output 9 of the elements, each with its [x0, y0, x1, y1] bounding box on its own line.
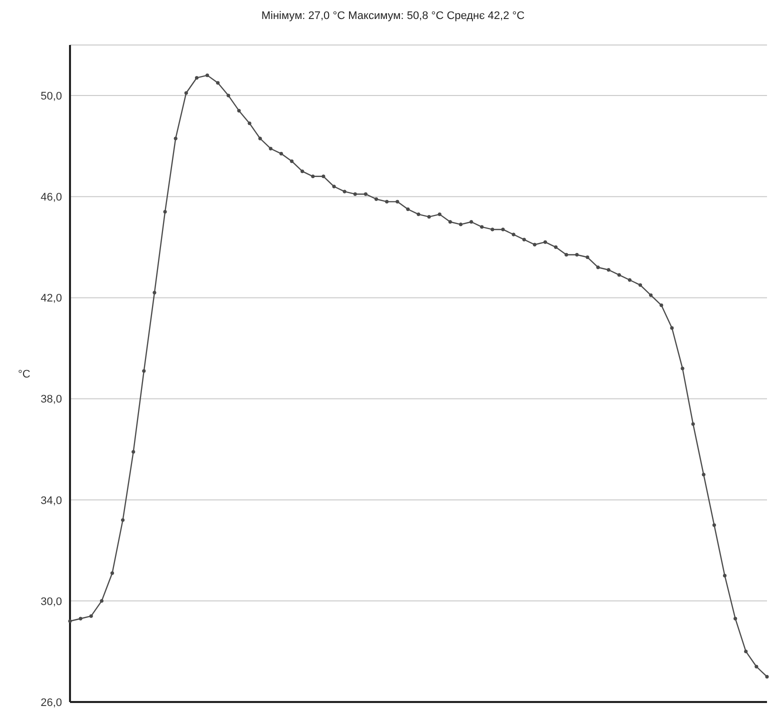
y-tick-label: 30,0 [40, 596, 62, 608]
chart-title: Мінімум: 27,0 °C Максимум: 50,8 °C Среднє 42,2 °C [260, 10, 526, 22]
y-tick-label: 46,0 [40, 192, 62, 204]
y-tick-label: 50,0 [40, 90, 62, 102]
y-axis-title: °C [18, 368, 30, 380]
y-tick-label: 34,0 [40, 494, 62, 507]
y-tick-label: 26,0 [40, 696, 62, 709]
y-tick-label: 42,0 [40, 292, 62, 305]
y-tick-label: 38,0 [40, 394, 62, 406]
